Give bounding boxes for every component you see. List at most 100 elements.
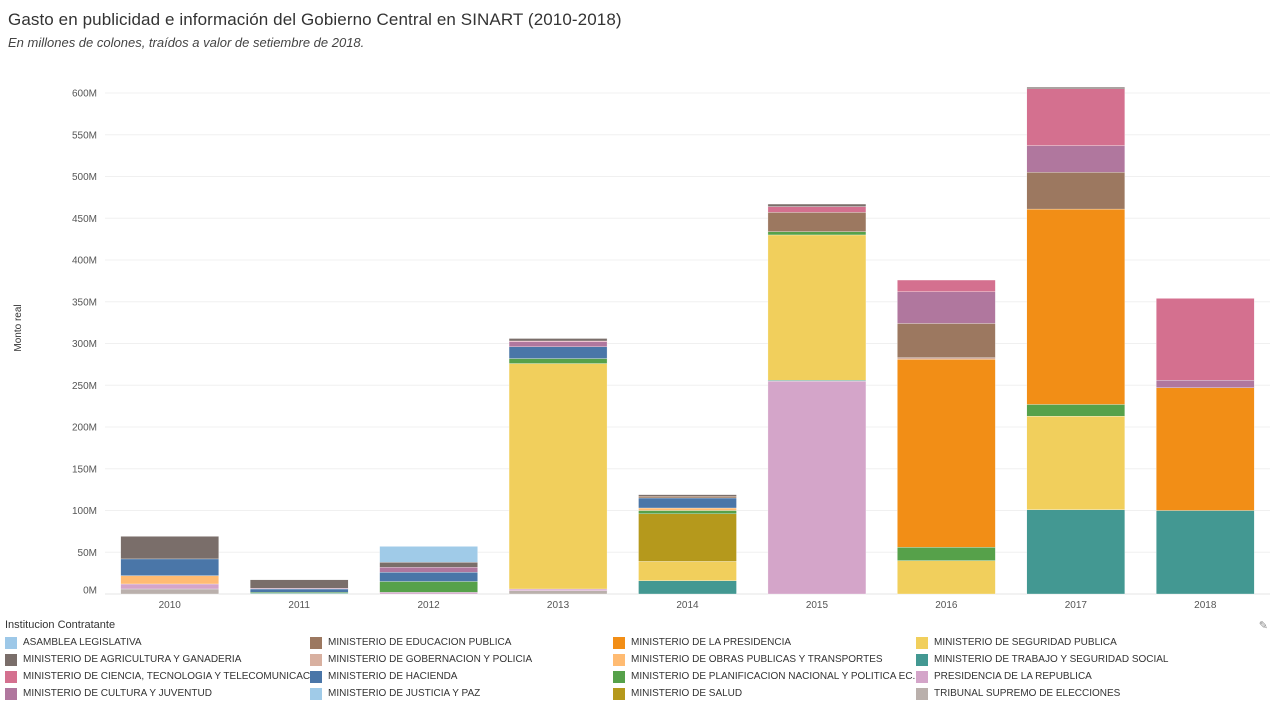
bars: TRIBUNAL SUPREMO DE ELECCIONES: 6MPRESID… bbox=[120, 87, 1255, 595]
bar-segment[interactable]: MINISTERIO DE SEGURIDAD PUBLICA: 174M bbox=[767, 234, 867, 381]
y-axis-label: Monto real bbox=[13, 304, 24, 351]
bar-segment[interactable]: PRESIDENCIA DE LA REPUBLICA: 255M bbox=[767, 380, 867, 595]
bar-segment[interactable]: MINISTERIO DE SEGURIDAD PUBLICA: 23M bbox=[638, 561, 737, 581]
legend-item[interactable]: PRESIDENCIA DE LA REPUBLICA bbox=[916, 668, 1221, 685]
x-tick-label: 2012 bbox=[417, 600, 440, 611]
bar-segment[interactable]: MINISTERIO DE SEGURIDAD PUBLICA: 112M bbox=[1026, 415, 1125, 510]
bar-segment[interactable]: MINISTERIO DE EDUCACION PUBLICA: 41M bbox=[897, 323, 996, 358]
bar-segment[interactable]: MINISTERIO DE HACIENDA: 20M bbox=[120, 558, 219, 576]
x-tick-label: 2016 bbox=[935, 600, 958, 611]
bar-segment[interactable]: MINISTERIO DE GOBERNACION Y POLICIA: 2M bbox=[897, 357, 996, 360]
bar-segment[interactable]: MINISTERIO DE SALUD: 57M bbox=[638, 513, 737, 562]
bar-segment[interactable]: MINISTERIO DE HACIENDA: 14M bbox=[508, 346, 608, 359]
y-tick-label: 0M bbox=[83, 586, 97, 597]
legend-item[interactable]: MINISTERIO DE JUSTICIA Y PAZ bbox=[310, 685, 613, 702]
legend-swatch bbox=[5, 653, 17, 666]
legend-swatch bbox=[5, 687, 17, 700]
legend-item[interactable]: MINISTERIO DE EDUCACION PUBLICA bbox=[310, 634, 613, 651]
bar-segment[interactable]: MINISTERIO DE PLANIFICACION NACIONAL Y P… bbox=[638, 510, 737, 514]
bar-segment[interactable]: MINISTERIO DE AGRICULTURA Y GANADERIA: 2… bbox=[120, 536, 219, 560]
bar-segment[interactable]: MINISTERIO DE HACIENDA: 4M bbox=[250, 588, 349, 593]
legend-item[interactable]: MINISTERIO DE CULTURA Y JUVENTUD bbox=[5, 685, 310, 702]
bar-stack-2014[interactable]: MINISTERIO DE TRABAJO Y SEGURIDAD SOCIAL… bbox=[638, 494, 737, 595]
legend-item[interactable]: MINISTERIO DE GOBERNACION Y POLICIA bbox=[310, 651, 613, 668]
bar-segment[interactable]: MINISTERIO DE CULTURA Y JUVENTUD: 6M bbox=[508, 341, 608, 347]
bar-stack-2016[interactable]: MINISTERIO DE SEGURIDAD PUBLICA: 40MMINI… bbox=[897, 279, 996, 595]
x-tick-label: 2014 bbox=[676, 600, 699, 611]
bar-segment[interactable]: PRESIDENCIA DE LA REPUBLICA: 2M bbox=[508, 588, 608, 591]
bar-segment[interactable]: MINISTERIO DE LA PRESIDENCIA: 234M bbox=[1026, 208, 1125, 405]
bar-segment[interactable]: MINISTERIO DE AGRICULTURA Y GANADERIA: 2… bbox=[1026, 87, 1125, 89]
y-tick-label: 250M bbox=[72, 381, 97, 392]
legend-item[interactable]: MINISTERIO DE HACIENDA bbox=[310, 668, 613, 685]
bar-segment[interactable]: MINISTERIO DE PLANIFICACION NACIONAL Y P… bbox=[508, 358, 608, 364]
x-tick-label: 2015 bbox=[806, 600, 829, 611]
bar-segment[interactable]: MINISTERIO DE TRABAJO Y SEGURIDAD SOCIAL… bbox=[638, 580, 737, 595]
bar-segment[interactable]: MINISTERIO DE TRABAJO Y SEGURIDAD SOCIAL… bbox=[1156, 510, 1255, 595]
bar-segment[interactable]: MINISTERIO DE EDUCACION PUBLICA: 23M bbox=[767, 212, 867, 232]
bar-segment[interactable]: MINISTERIO DE EDUCACION PUBLICA: 44M bbox=[1026, 172, 1125, 210]
bar-segment[interactable]: MINISTERIO DE LA PRESIDENCIA: 147M bbox=[1156, 387, 1255, 511]
bar-segment[interactable]: TRIBUNAL SUPREMO DE ELECCIONES: 6M bbox=[120, 588, 219, 595]
bar-segment[interactable]: MINISTERIO DE CIENCIA, TECNOLOGIA Y TELE… bbox=[767, 206, 867, 213]
bar-segment[interactable]: MINISTERIO DE SEGURIDAD PUBLICA: 270M bbox=[508, 363, 608, 590]
bar-segment[interactable]: PRESIDENCIA DE LA REPUBLICA: 2M bbox=[379, 592, 478, 595]
legend-item[interactable]: MINISTERIO DE LA PRESIDENCIA bbox=[613, 634, 916, 651]
bar-segment[interactable]: MINISTERIO DE AGRICULTURA Y GANADERIA: 1… bbox=[250, 579, 349, 589]
legend-label: MINISTERIO DE PLANIFICACION NACIONAL Y P… bbox=[631, 671, 916, 682]
bar-segment[interactable]: PRESIDENCIA DE LA REPUBLICA: 6M bbox=[120, 583, 219, 590]
bar-segment[interactable]: MINISTERIO DE CIENCIA, TECNOLOGIA Y TELE… bbox=[1156, 298, 1255, 381]
bar-segment[interactable]: MINISTERIO DE OBRAS PUBLICAS Y TRANSPORT… bbox=[120, 575, 219, 585]
bar-segment[interactable]: MINISTERIO DE CULTURA Y JUVENTUD: 9M bbox=[1156, 380, 1255, 388]
y-tick-label: 150M bbox=[72, 464, 97, 475]
bar-stack-2010[interactable]: TRIBUNAL SUPREMO DE ELECCIONES: 6MPRESID… bbox=[120, 536, 219, 595]
legend-item[interactable]: MINISTERIO DE SALUD bbox=[613, 685, 916, 702]
bar-stack-2012[interactable]: PRESIDENCIA DE LA REPUBLICA: 2MMINISTERI… bbox=[379, 546, 478, 595]
bar-segment[interactable]: MINISTERIO DE PLANIFICACION NACIONAL Y P… bbox=[379, 581, 478, 593]
bar-segment[interactable]: MINISTERIO DE HACIENDA: 12M bbox=[638, 497, 737, 509]
bar-segment[interactable]: MINISTERIO DE PLANIFICACION NACIONAL Y P… bbox=[1026, 404, 1125, 417]
bar-segment[interactable]: MINISTERIO DE CULTURA Y JUVENTUD: 32M bbox=[1026, 145, 1125, 173]
bar-segment[interactable]: MINISTERIO DE CIENCIA, TECNOLOGIA Y TELE… bbox=[1026, 88, 1125, 146]
bar-stack-2013[interactable]: TRIBUNAL SUPREMO DE ELECCIONES: 4MPRESID… bbox=[508, 338, 608, 595]
bar-stack-2015[interactable]: PRESIDENCIA DE LA REPUBLICA: 255MMINISTE… bbox=[767, 203, 867, 595]
pencil-icon[interactable]: ✎ bbox=[1258, 619, 1268, 632]
bar-segment[interactable]: MINISTERIO DE PLANIFICACION NACIONAL Y P… bbox=[897, 547, 996, 561]
legend: ASAMBLEA LEGISLATIVA MINISTERIO DE AGRICU… bbox=[5, 634, 1265, 710]
bar-segment[interactable]: MINISTERIO DE HACIENDA: 11M bbox=[379, 572, 478, 582]
bar-segment[interactable]: MINISTERIO DE TRABAJO Y SEGURIDAD SOCIAL… bbox=[1026, 509, 1125, 595]
legend-item[interactable]: MINISTERIO DE CIENCIA, TECNOLOGIA Y TELE… bbox=[5, 668, 310, 685]
bar-segment[interactable]: MINISTERIO DE CULTURA Y JUVENTUD: 38M bbox=[897, 291, 996, 324]
legend-item[interactable]: MINISTERIO DE SEGURIDAD PUBLICA bbox=[916, 634, 1221, 651]
bar-segment[interactable]: MINISTERIO DE EDUCACION PUBLICA: 2M bbox=[638, 496, 737, 499]
bar-segment[interactable]: MINISTERIO DE PLANIFICACION NACIONAL Y P… bbox=[767, 231, 867, 236]
bar-segment[interactable]: MINISTERIO DE AGRICULTURA Y GANADERIA: 2… bbox=[638, 494, 737, 497]
y-tick-label: 450M bbox=[72, 214, 97, 225]
bar-segment[interactable]: MINISTERIO DE CIENCIA, TECNOLOGIA Y TELE… bbox=[897, 279, 996, 292]
legend-item[interactable]: MINISTERIO DE TRABAJO Y SEGURIDAD SOCIAL bbox=[916, 651, 1221, 668]
bar-segment[interactable]: MINISTERIO DE LA PRESIDENCIA: 225M bbox=[897, 359, 996, 548]
bar-stack-2018[interactable]: MINISTERIO DE TRABAJO Y SEGURIDAD SOCIAL… bbox=[1156, 298, 1255, 595]
bar-segment[interactable]: MINISTERIO DE SEGURIDAD PUBLICA: 40M bbox=[897, 560, 996, 595]
bar-segment[interactable]: MINISTERIO DE OBRAS PUBLICAS Y TRANSPORT… bbox=[638, 507, 737, 511]
legend-item[interactable]: MINISTERIO DE AGRICULTURA Y GANADERIA bbox=[5, 651, 310, 668]
legend-label: MINISTERIO DE JUSTICIA Y PAZ bbox=[328, 688, 481, 699]
bar-stack-2011[interactable]: MINISTERIO DE TRABAJO Y SEGURIDAD SOCIAL… bbox=[250, 579, 349, 595]
bar-stack-2017[interactable]: MINISTERIO DE TRABAJO Y SEGURIDAD SOCIAL… bbox=[1026, 87, 1125, 595]
bar-segment[interactable]: MINISTERIO DE AGRICULTURA Y GANADERIA: 3… bbox=[767, 203, 867, 207]
bar-segment[interactable]: MINISTERIO DE JUSTICIA Y PAZ: 19M bbox=[379, 546, 478, 563]
legend-label: MINISTERIO DE OBRAS PUBLICAS Y TRANSPORT… bbox=[631, 654, 883, 665]
legend-item[interactable]: ASAMBLEA LEGISLATIVA bbox=[5, 634, 310, 651]
legend-swatch bbox=[916, 636, 928, 649]
legend-item[interactable]: TRIBUNAL SUPREMO DE ELECCIONES bbox=[916, 685, 1221, 702]
legend-swatch bbox=[613, 670, 625, 683]
legend-label: MINISTERIO DE CIENCIA, TECNOLOGIA Y TELE… bbox=[23, 671, 310, 682]
legend-label: TRIBUNAL SUPREMO DE ELECCIONES bbox=[934, 688, 1121, 699]
legend-item[interactable]: MINISTERIO DE OBRAS PUBLICAS Y TRANSPORT… bbox=[613, 651, 916, 668]
bar-segment[interactable]: MINISTERIO DE AGRICULTURA Y GANADERIA: 6… bbox=[379, 562, 478, 568]
y-tick-label: 300M bbox=[72, 339, 97, 350]
bar-segment[interactable]: MINISTERIO DE AGRICULTURA Y GANADERIA: 3… bbox=[508, 338, 608, 342]
bar-segment[interactable]: TRIBUNAL SUPREMO DE ELECCIONES: 4M bbox=[508, 590, 608, 595]
bar-segment[interactable]: MINISTERIO DE CULTURA Y JUVENTUD: 6M bbox=[379, 567, 478, 573]
legend-item[interactable]: MINISTERIO DE PLANIFICACION NACIONAL Y P… bbox=[613, 668, 916, 685]
